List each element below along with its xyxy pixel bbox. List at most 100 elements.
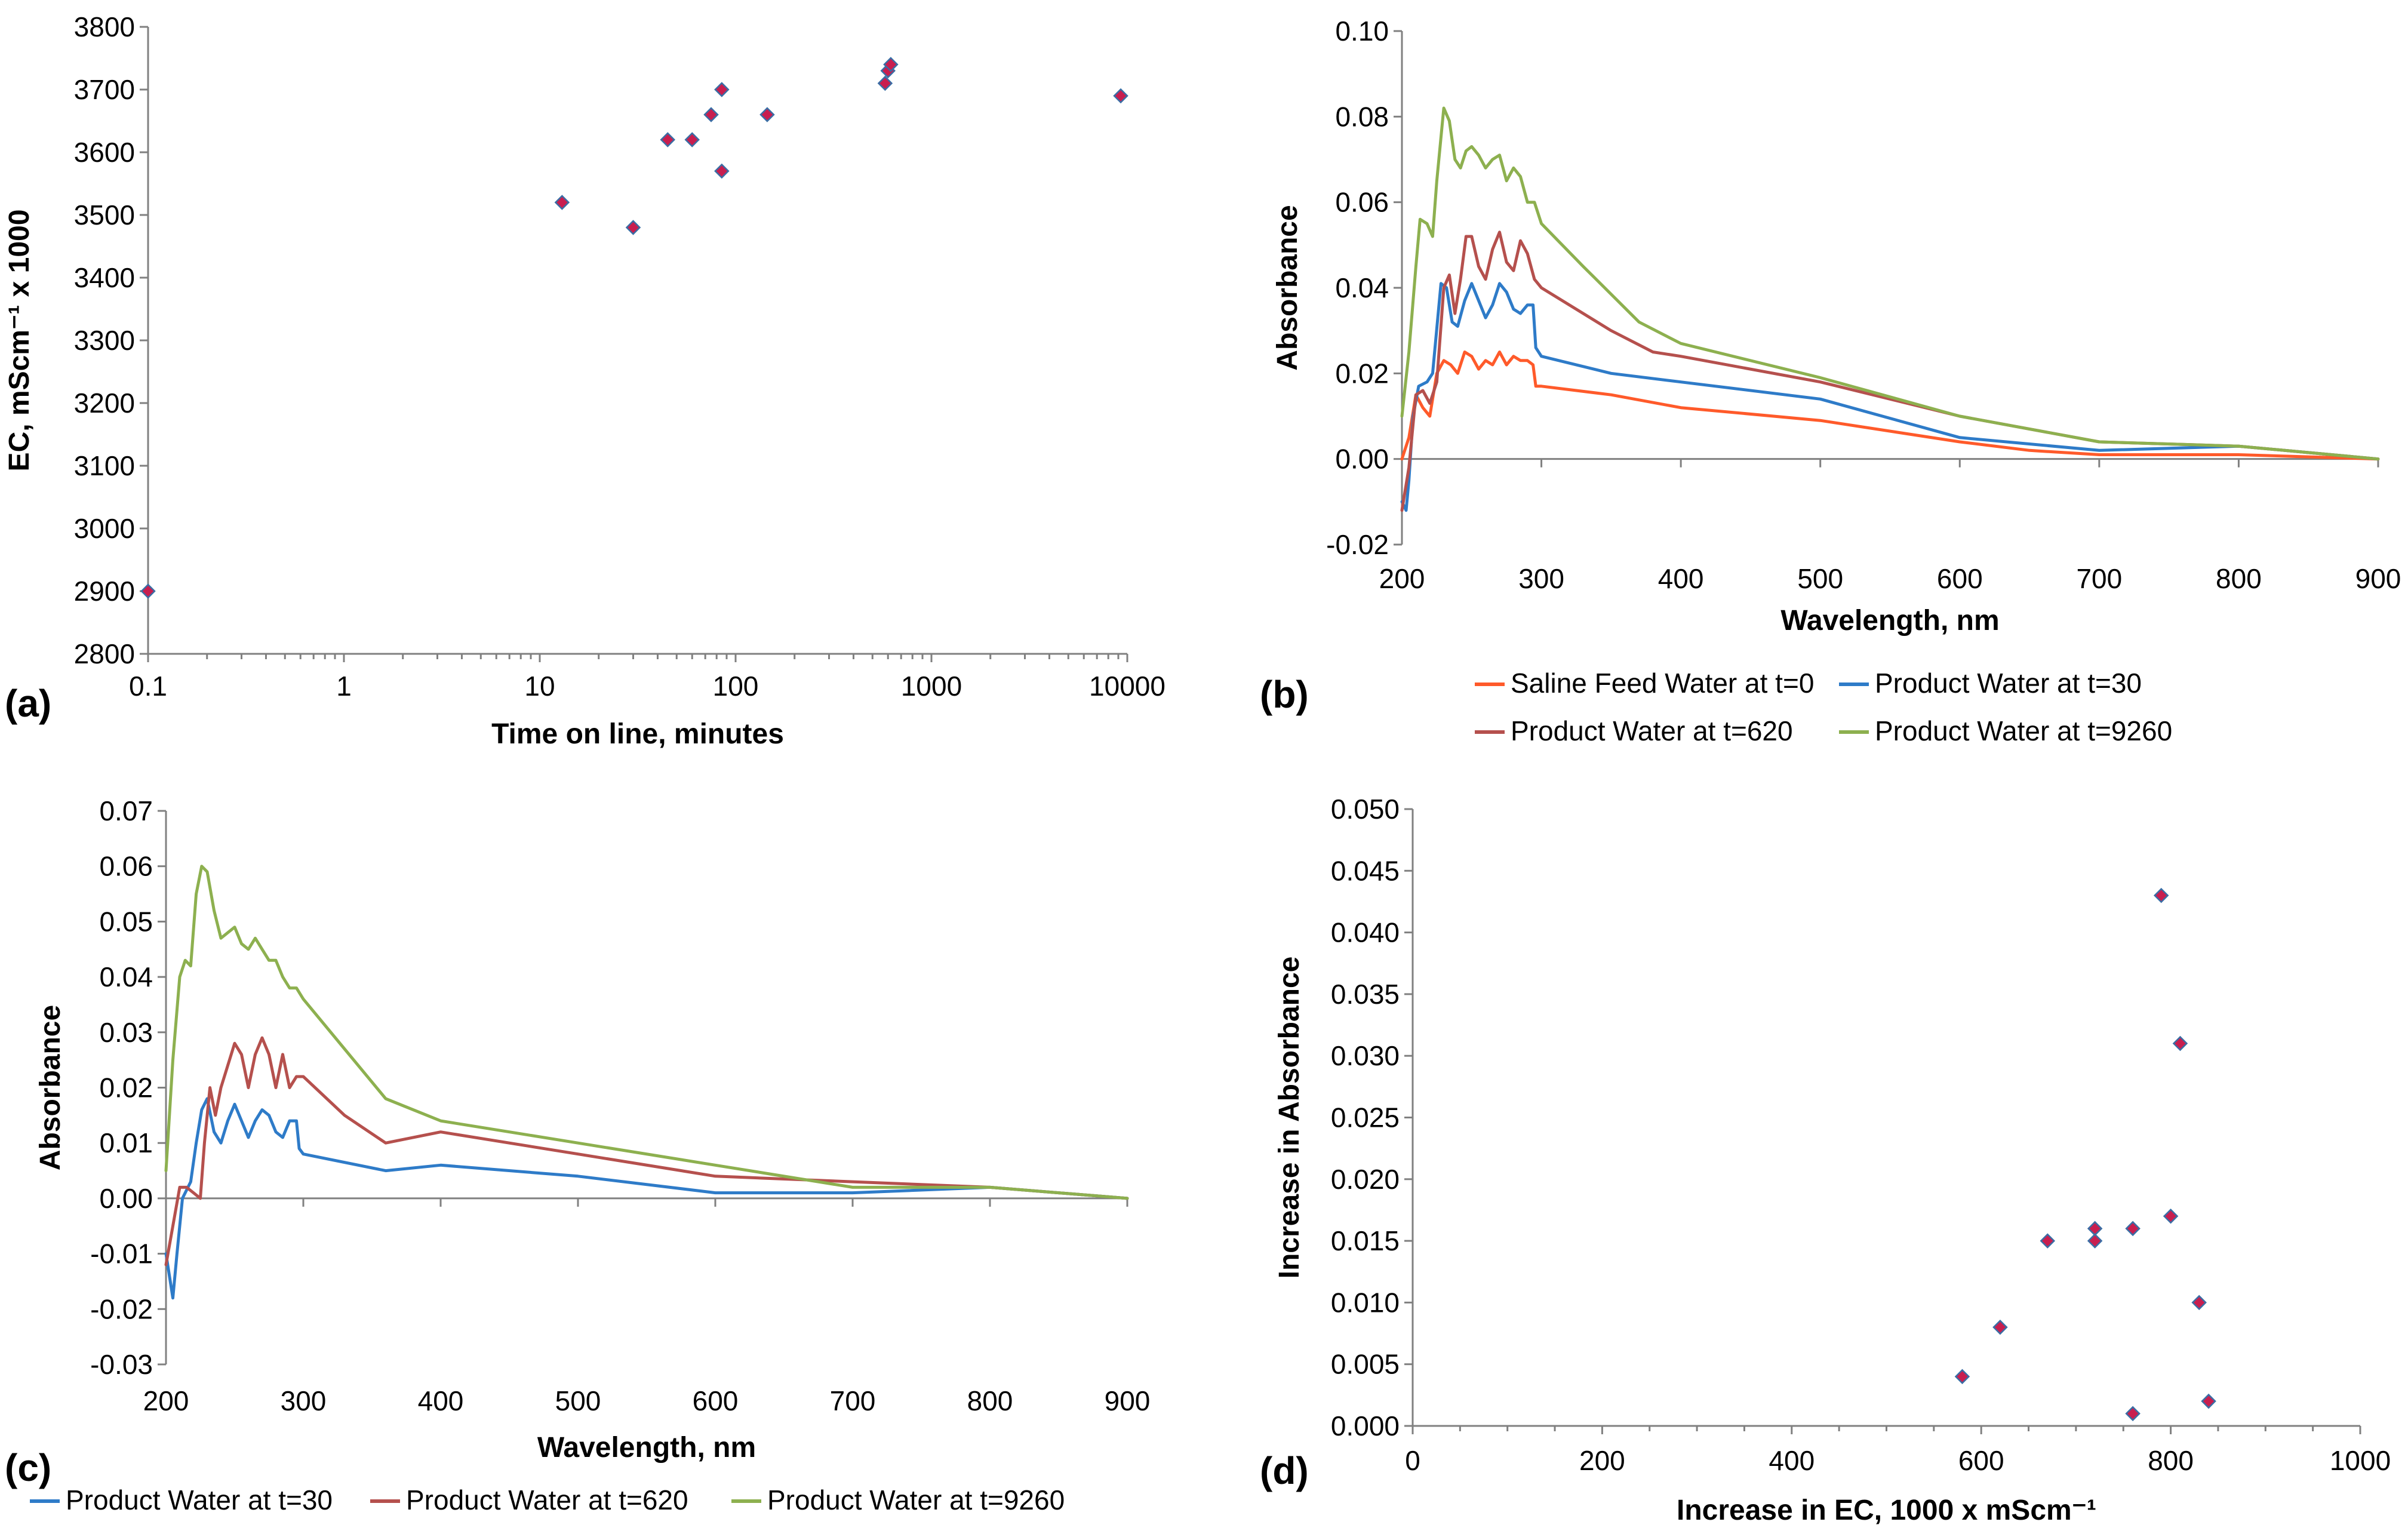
legend-label: Saline Feed Water at t=0 [1511,668,1814,699]
x-tick-label: 500 [1797,563,1843,594]
x-tick-label: 400 [418,1385,464,1416]
chart-panel-d: 0.000 0.005 0.010 0.015 0.020 0.025 0.030 0.035… [1260,794,2391,1526]
data-point [883,57,899,72]
x-tick-label: 500 [555,1385,601,1416]
y-axis-title: EC, mScm⁻¹ x 1000 [4,210,35,472]
data-point [2040,1233,2056,1249]
x-tick-label: 700 [830,1385,876,1416]
x-tick-label: 800 [2216,563,2262,594]
y-tick-label: 3200 [74,388,135,419]
x-axis-title: Time on line, minutes [491,718,784,750]
legend-label: Product Water at t=620 [1511,715,1793,746]
data-point [660,132,676,147]
series-line [164,1097,1129,1300]
y-tick-label: -0.01 [90,1238,153,1269]
series-line [1400,230,2380,512]
legend: Saline Feed Water at t=0 Product Water at… [1475,668,2172,746]
y-tick-label: 0.030 [1331,1040,1400,1071]
data-point [2153,887,2169,903]
x-axis-title: Wavelength, nm [537,1432,756,1464]
data-point [625,220,641,235]
x-tick-label: 1000 [2330,1445,2391,1476]
x-tick-label: 600 [693,1385,739,1416]
y-tick-label: 0.02 [99,1072,153,1103]
y-tick-label: 0.06 [1335,187,1389,218]
panel-label: (a) [5,682,51,725]
legend-label: Product Water at t=9260 [767,1484,1065,1515]
y-tick-label: 0.05 [99,906,153,937]
y-tick-label: 0.015 [1331,1225,1400,1256]
x-tick-label: 800 [967,1385,1013,1416]
y-tick-label: 0.06 [99,851,153,882]
series-line [1400,106,2380,461]
x-axis-title: Increase in EC, 1000 x mScm⁻¹ [1677,1495,2096,1526]
y-tick-label: 0.04 [1335,272,1389,303]
y-tick-label: -0.02 [1326,529,1389,560]
data-point [2125,1406,2141,1422]
y-tick-label: 3300 [74,325,135,356]
chart-panel-a: 2800 2900 3000 3100 3200 3300 3400 3500 3600 3700… [4,11,1165,750]
y-axis-title: Absorbance [1272,205,1303,370]
panel-label: (d) [1260,1449,1309,1492]
y-axis-title: Absorbance [35,1005,66,1170]
y-tick-label: 0.00 [1335,444,1389,475]
y-tick-label: 0.10 [1335,16,1389,47]
y-tick-label: 0.025 [1331,1102,1400,1133]
x-tick-label: 0 [1405,1445,1420,1476]
data-point [1992,1319,2008,1335]
series-line [1400,351,2380,461]
y-tick-label: 3500 [74,199,135,230]
legend-label: Product Water at t=30 [1875,668,2142,699]
data-point [554,195,570,210]
y-tick-label: 0.020 [1331,1164,1400,1195]
data-point [703,107,719,122]
x-tick-label: 700 [2076,563,2122,594]
y-tick-label: 3400 [74,262,135,293]
y-tick-label: 0.07 [99,795,153,826]
data-point [2087,1221,2103,1237]
y-tick-label: 0.00 [99,1183,153,1214]
x-tick-label: 200 [1379,563,1425,594]
x-tick-label: 900 [2355,563,2401,594]
y-tick-label: 0.08 [1335,101,1389,132]
y-tick-label: 2900 [74,576,135,607]
legend-label: Product Water at t=30 [66,1484,333,1515]
x-tick-label: 10000 [1089,671,1165,702]
data-point [2087,1233,2103,1249]
data-point [1954,1369,1970,1385]
y-tick-label: 0.005 [1331,1349,1400,1380]
y-tick-label: 0.02 [1335,358,1389,389]
x-tick-label: 200 [143,1385,189,1416]
chart-panel-c: -0.03 -0.02 -0.01 0.00 0.01 0.02 0.03 0.04 0.05 0… [5,795,1150,1515]
x-tick-label: 400 [1769,1445,1815,1476]
x-tick-label: 300 [281,1385,327,1416]
x-tick-label: 1 [336,671,352,702]
data-point [714,82,730,97]
x-tick-label: 10 [524,671,555,702]
y-tick-label: 0.050 [1331,794,1400,825]
x-tick-label: 600 [1958,1445,2004,1476]
y-axis-title: Increase in Absorbance [1274,957,1305,1279]
x-tick-label: 100 [713,671,759,702]
x-tick-label: 800 [2148,1445,2194,1476]
y-tick-label: 0.000 [1331,1410,1400,1441]
y-tick-label: 0.04 [99,961,153,992]
legend-label: Product Water at t=620 [406,1484,688,1515]
y-tick-label: 0.040 [1331,917,1400,948]
y-tick-label: 3800 [74,11,135,42]
data-point [684,132,700,147]
x-tick-label: 300 [1518,563,1564,594]
y-tick-label: 3600 [74,137,135,168]
data-point [1113,88,1128,104]
x-axis-title: Wavelength, nm [1780,605,1999,637]
data-point [759,107,775,122]
chart-panel-b: -0.02 0.00 0.02 0.04 0.06 0.08 0.10 200 300 400 50… [1260,16,2401,746]
legend-label: Product Water at t=9260 [1875,715,2172,746]
panel-label: (c) [5,1446,51,1489]
x-tick-label: 1000 [901,671,962,702]
y-tick-label: 0.01 [99,1127,153,1158]
x-tick-label: 600 [1937,563,1983,594]
legend: Product Water at t=30 Product Water at t=… [30,1484,1065,1515]
data-point [2125,1221,2141,1237]
